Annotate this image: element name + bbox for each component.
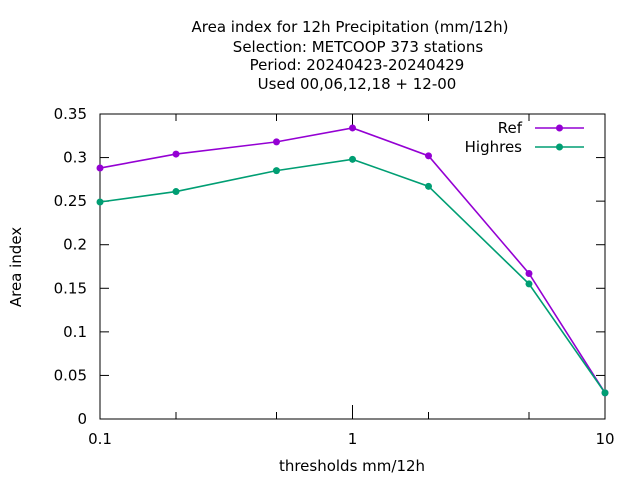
y-tick-label: 0 xyxy=(77,410,87,428)
series-line-ref xyxy=(99,127,606,394)
x-axis-label: thresholds mm/12h xyxy=(279,457,425,475)
chart-title-line-1: Area index for 12h Precipitation (mm/12h… xyxy=(192,18,509,36)
y-tick-label: 0.2 xyxy=(63,236,87,254)
chart-title-line-2: Selection: METCOOP 373 stations xyxy=(233,38,484,56)
data-point-highres xyxy=(525,280,533,288)
data-point-ref xyxy=(525,269,533,277)
data-point-ref xyxy=(96,164,104,172)
data-point-ref xyxy=(425,152,433,160)
x-axis-ticks: 0.1 1 10 xyxy=(88,114,615,448)
y-tick-label: 0.35 xyxy=(54,105,87,123)
legend-label-ref: Ref xyxy=(498,119,523,137)
y-tick-label: 0.15 xyxy=(54,279,87,297)
data-point-highres xyxy=(425,182,433,190)
data-point-highres xyxy=(172,188,180,196)
data-point-ref xyxy=(172,150,180,158)
y-axis-ticks: 0 0.05 0.1 0.15 0.2 0.25 0.3 0.35 xyxy=(54,105,605,428)
chart-title-line-3: Period: 20240423-20240429 xyxy=(250,56,465,74)
y-tick-label: 0.3 xyxy=(63,149,87,167)
data-point-highres xyxy=(96,198,104,206)
legend-swatch-marker-highres xyxy=(556,143,563,151)
y-tick-label: 0.25 xyxy=(54,192,87,210)
data-point-ref xyxy=(349,124,356,132)
y-tick-label: 0.05 xyxy=(54,366,87,384)
y-axis-label: Area index xyxy=(7,227,25,307)
chart-title-line-4: Used 00,06,12,18 + 12-00 xyxy=(258,75,457,93)
legend-label-highres: Highres xyxy=(465,138,523,156)
x-tick-label: 0.1 xyxy=(88,430,112,448)
series-group xyxy=(96,124,609,397)
data-point-highres xyxy=(601,389,609,397)
data-point-highres xyxy=(272,167,280,175)
data-point-highres xyxy=(349,155,356,163)
legend-swatch-marker-ref xyxy=(556,124,563,132)
data-point-ref xyxy=(272,138,280,146)
x-tick-label: 10 xyxy=(595,430,614,448)
x-tick-label: 1 xyxy=(348,430,358,448)
chart-title: Area index for 12h Precipitation (mm/12h… xyxy=(192,18,509,93)
y-tick-label: 0.1 xyxy=(63,323,87,341)
